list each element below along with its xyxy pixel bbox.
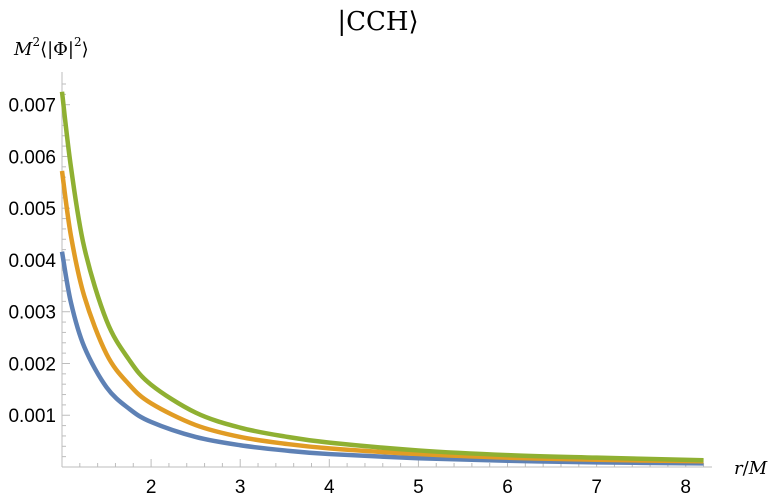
y-tick-label: 0.001 — [8, 406, 56, 427]
y-tick-label: 0.003 — [8, 303, 56, 324]
series-line-3 — [59, 91, 704, 463]
y-tick-label: 0.005 — [8, 199, 56, 220]
series-layer — [59, 91, 704, 466]
series-line-1 — [59, 251, 704, 466]
y-tick-label: 0.007 — [8, 96, 56, 117]
x-tick-label: 7 — [591, 477, 602, 498]
series-line-2 — [59, 170, 704, 464]
y-tick-label: 0.002 — [8, 354, 56, 375]
x-tick-label: 8 — [680, 477, 691, 498]
x-tick-label: 2 — [146, 477, 157, 498]
axes: 2 3 4 5 6 7 8 0.001 0.002 0.003 0.004 0.005 0.006 0.0… — [8, 72, 712, 498]
x-tick-label: 4 — [324, 477, 335, 498]
x-tick-label: 3 — [235, 477, 246, 498]
y-tick-label: 0.004 — [8, 251, 56, 272]
y-axis-label: M2⟨|Φ|2⟩ — [13, 35, 89, 60]
chart-title: |CCH⟩ — [337, 7, 418, 37]
x-tick-label: 5 — [413, 477, 424, 498]
x-axis-label: r/M — [734, 458, 768, 479]
x-tick-label: 6 — [502, 477, 513, 498]
y-tick-label: 0.006 — [8, 147, 56, 168]
